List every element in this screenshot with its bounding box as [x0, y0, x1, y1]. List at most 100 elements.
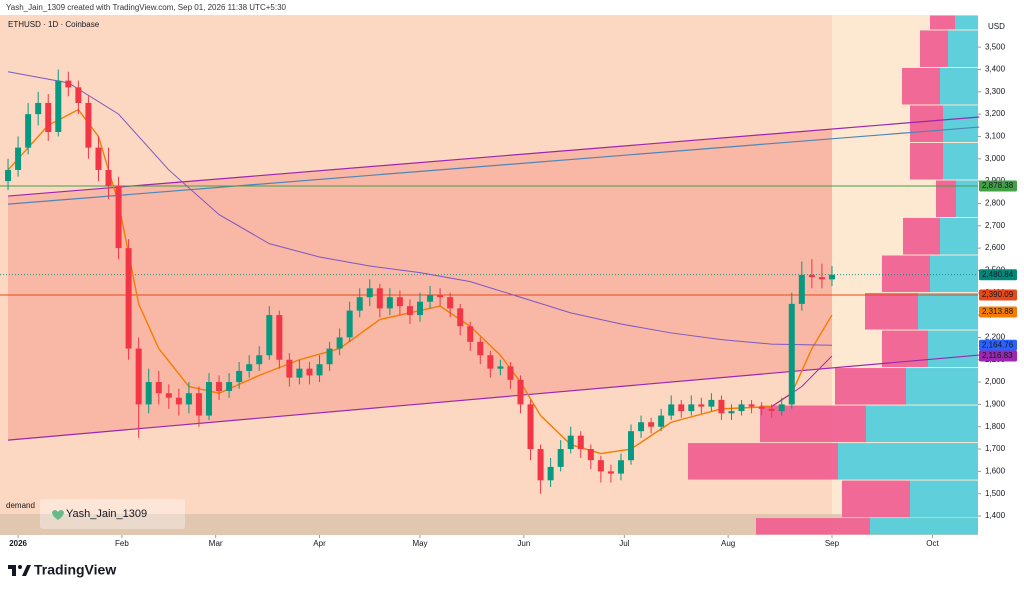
y-tick-label: 2,200: [985, 333, 1006, 342]
candle-body: [185, 393, 192, 405]
volume-up: [910, 480, 978, 518]
candle-body: [316, 364, 323, 376]
y-tick-label: 1,400: [985, 511, 1006, 520]
moving-average: [7, 71, 832, 346]
candle-body: [768, 408, 775, 412]
volume-up: [955, 15, 978, 30]
trend-line: [7, 116, 980, 197]
candle-body: [65, 80, 72, 88]
footer-brand: TradingView: [34, 562, 116, 578]
y-tick-label: 1,800: [985, 422, 1006, 431]
price-label: 2,164.76: [982, 340, 1014, 349]
candle-body: [427, 294, 434, 302]
candle-body: [125, 248, 132, 349]
channel-fill: [8, 129, 832, 441]
candle-body: [447, 297, 454, 309]
candle-body: [678, 404, 685, 412]
candle-body: [607, 471, 614, 474]
price-label: 2,480.84: [982, 270, 1014, 279]
price-label: 2,313.88: [982, 307, 1014, 316]
watermark-box: [40, 499, 185, 529]
candle-body: [648, 422, 655, 427]
candle-body: [758, 406, 765, 409]
candle-body: [406, 306, 413, 316]
candle-body: [778, 404, 785, 412]
candle-body: [828, 274, 835, 280]
price-label-box: [979, 339, 1017, 351]
candle-body: [15, 147, 22, 170]
candle-body: [658, 415, 665, 427]
candle-body: [688, 404, 695, 412]
y-tick-label: 3,300: [985, 87, 1006, 96]
y-tick-label: 1,600: [985, 466, 1006, 475]
candle-body: [487, 355, 494, 369]
volume-down: [920, 30, 948, 67]
candle-body: [537, 449, 544, 481]
candle-body: [256, 355, 263, 365]
zone-label: demand: [6, 501, 35, 510]
candle-body: [326, 348, 333, 365]
price-label: 2,878.38: [982, 181, 1014, 190]
candle-body: [105, 169, 112, 186]
candle-body: [557, 449, 564, 467]
candle-body: [296, 368, 303, 378]
volume-down: [842, 480, 910, 518]
volume-up: [906, 368, 978, 405]
candle-body: [195, 393, 202, 416]
volume-down: [903, 218, 940, 255]
x-tick-label: Mar: [209, 539, 223, 548]
volume-up: [956, 180, 978, 218]
y-tick-label: 1,900: [985, 399, 1006, 408]
y-tick-label: 3,500: [985, 42, 1006, 51]
candle-body: [437, 294, 444, 298]
candle-body: [135, 348, 142, 405]
y-tick-label: 1,700: [985, 444, 1006, 453]
volume-up: [838, 443, 978, 480]
candle-body: [75, 87, 82, 103]
x-tick-label: Aug: [721, 539, 735, 548]
candle-body: [587, 449, 594, 461]
candle-body: [276, 315, 283, 360]
candle-body: [497, 366, 504, 369]
candle-body: [708, 399, 715, 407]
tradingview-logo: [8, 565, 31, 576]
candle-body: [25, 114, 32, 148]
volume-up: [943, 105, 978, 142]
x-tick-label: 2026: [9, 539, 27, 548]
candle-body: [718, 399, 725, 414]
candle-body: [205, 382, 212, 416]
watermark: Yash_Jain_1309: [66, 508, 147, 520]
volume-down: [936, 180, 956, 218]
volume-up: [940, 218, 978, 255]
candle-body: [216, 382, 223, 391]
volume-down: [910, 105, 943, 142]
candle-body: [115, 185, 122, 249]
x-tick-label: Sep: [825, 539, 840, 548]
candle-body: [226, 382, 233, 391]
price-label-box: [979, 350, 1017, 362]
candle-body: [175, 397, 182, 405]
y-tick-label: 3,100: [985, 132, 1006, 141]
time-axis: [0, 535, 978, 552]
volume-up: [930, 255, 978, 293]
volume-down: [930, 15, 955, 30]
volume-down: [910, 142, 943, 180]
candle-body: [738, 404, 745, 412]
candle-body: [628, 431, 635, 461]
x-tick-label: May: [412, 539, 427, 548]
candle-body: [306, 368, 313, 376]
candle-body: [818, 277, 825, 280]
currency: USD: [988, 22, 1005, 31]
volume-up: [866, 405, 978, 443]
symbol-title: ETHUSD · 1D · Coinbase: [8, 20, 100, 29]
candle-body: [668, 404, 675, 416]
x-tick-label: Feb: [115, 539, 129, 548]
candle-body: [728, 411, 735, 414]
volume-down: [882, 255, 930, 293]
volume-up: [918, 293, 978, 330]
candle-body: [517, 379, 524, 405]
volume-up: [943, 142, 978, 180]
candle-body: [35, 102, 42, 115]
candle-body: [507, 366, 514, 380]
candle-body: [567, 435, 574, 450]
